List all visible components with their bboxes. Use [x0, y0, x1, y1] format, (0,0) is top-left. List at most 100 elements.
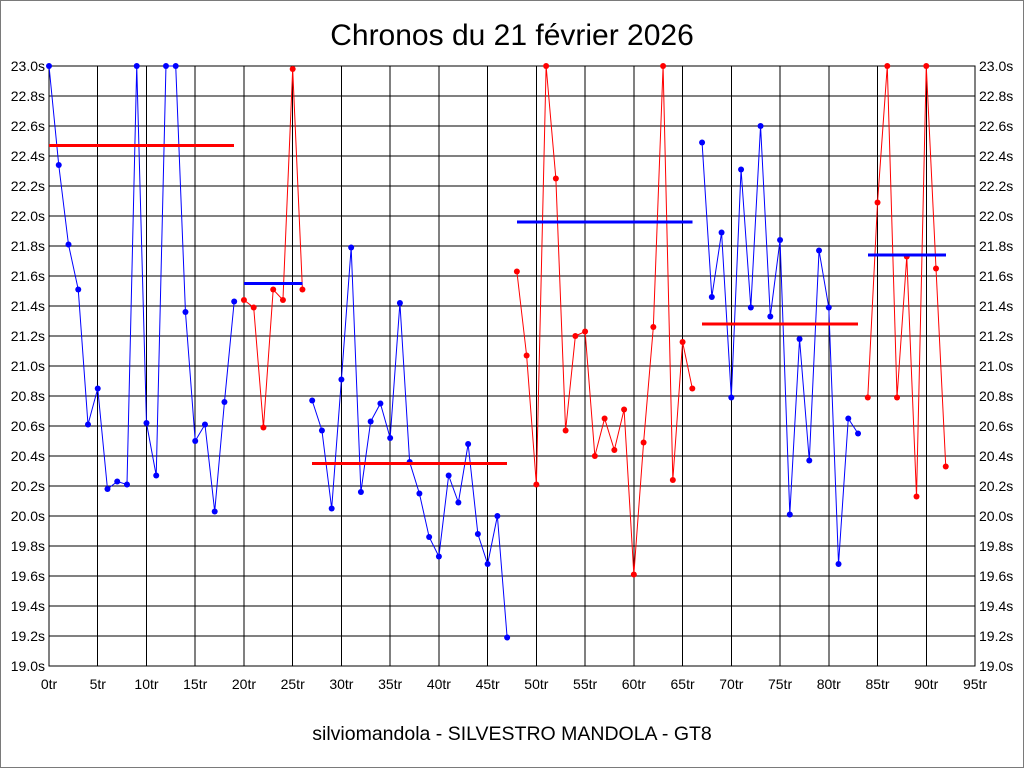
- data-point: [640, 439, 647, 446]
- data-point: [377, 400, 384, 407]
- data-point: [435, 553, 442, 560]
- series-layer: [46, 63, 949, 641]
- data-point: [250, 304, 257, 311]
- data-point: [913, 493, 920, 500]
- data-point: [572, 333, 579, 339]
- x-tick-label: 25tr: [281, 676, 305, 692]
- data-point: [718, 229, 725, 236]
- data-point: [679, 339, 686, 345]
- x-tick-label: 10tr: [134, 676, 158, 692]
- data-point: [786, 511, 793, 518]
- data-point: [162, 63, 169, 69]
- data-point: [757, 123, 764, 129]
- y-tick-label-right: 22.0s: [979, 208, 1013, 224]
- data-point: [855, 430, 862, 437]
- y-tick-label-right: 19.6s: [979, 568, 1013, 584]
- y-tick-label-right: 20.6s: [979, 418, 1013, 434]
- data-point: [484, 561, 491, 567]
- series-line: [48, 65, 235, 512]
- y-tick-label-right: 20.4s: [979, 448, 1013, 464]
- x-tick-label: 80tr: [817, 676, 841, 692]
- y-tick-label-left: 19.6s: [11, 568, 45, 584]
- x-tick-label: 95tr: [963, 676, 987, 692]
- data-point: [299, 286, 306, 293]
- y-tick-label-left: 22.6s: [11, 118, 45, 134]
- chart-title: Chronos du 21 février 2026: [330, 19, 694, 52]
- data-point: [84, 421, 91, 428]
- data-point: [182, 309, 189, 315]
- y-tick-label-right: 21.4s: [979, 298, 1013, 314]
- data-point: [660, 63, 667, 69]
- y-tick-label-left: 20.8s: [11, 388, 45, 404]
- data-point: [114, 478, 121, 485]
- data-point: [309, 397, 316, 404]
- data-point: [650, 324, 657, 330]
- y-tick-label-left: 21.6s: [11, 268, 45, 284]
- data-point: [845, 415, 852, 422]
- data-point: [494, 513, 501, 519]
- y-tick-label-right: 19.2s: [979, 628, 1013, 644]
- data-point: [445, 472, 452, 479]
- x-tick-label: 0tr: [41, 676, 58, 692]
- data-point: [894, 394, 901, 401]
- y-tick-label-left: 20.2s: [11, 478, 45, 494]
- y-tick-label-left: 22.0s: [11, 208, 45, 224]
- y-tick-label-left: 19.2s: [11, 628, 45, 644]
- lap-segment: [513, 63, 696, 578]
- y-tick-label-right: 22.6s: [979, 118, 1013, 134]
- data-point: [923, 63, 930, 69]
- data-point: [221, 399, 228, 405]
- x-tick-label: 50tr: [524, 676, 548, 692]
- data-point: [513, 268, 520, 275]
- data-point: [523, 352, 530, 359]
- data-point: [543, 63, 550, 69]
- data-point: [621, 406, 628, 413]
- data-point: [669, 477, 676, 483]
- y-tick-label-right: 20.2s: [979, 478, 1013, 494]
- data-point: [777, 237, 784, 243]
- data-point: [455, 499, 462, 506]
- y-tick-label-left: 23.0s: [11, 58, 45, 74]
- data-point: [611, 447, 618, 453]
- data-point: [728, 394, 735, 401]
- y-tick-label-left: 19.8s: [11, 538, 45, 554]
- data-point: [211, 508, 218, 515]
- y-tick-label-right: 20.0s: [979, 508, 1013, 524]
- data-point: [133, 63, 140, 69]
- y-tick-label-left: 22.2s: [11, 178, 45, 194]
- data-point: [591, 453, 598, 459]
- y-tick-label-left: 22.4s: [11, 148, 45, 164]
- data-point: [260, 424, 267, 431]
- y-tick-label-right: 22.2s: [979, 178, 1013, 194]
- x-tick-label: 55tr: [573, 676, 597, 692]
- data-point: [552, 175, 559, 182]
- y-tick-label-left: 19.0s: [11, 658, 45, 674]
- data-point: [582, 328, 589, 335]
- lap-segment: [46, 63, 238, 515]
- data-point: [192, 438, 199, 444]
- data-point: [46, 63, 52, 69]
- x-tick-label: 20tr: [232, 676, 256, 692]
- data-point: [416, 490, 423, 497]
- data-point: [153, 472, 160, 479]
- data-point: [201, 421, 208, 428]
- data-point: [270, 286, 277, 293]
- data-point: [55, 162, 62, 168]
- data-point: [338, 376, 345, 383]
- data-point: [816, 247, 823, 254]
- data-point: [630, 571, 637, 578]
- x-tick-label: 35tr: [378, 676, 402, 692]
- data-point: [699, 139, 706, 146]
- plot-area-border: [48, 65, 976, 667]
- y-tick-label-left: 20.6s: [11, 418, 45, 434]
- data-point: [835, 561, 842, 567]
- data-point: [933, 265, 940, 272]
- x-tick-label: 15tr: [183, 676, 207, 692]
- x-tick-label: 90tr: [914, 676, 938, 692]
- data-point: [562, 427, 569, 434]
- data-point: [396, 300, 403, 306]
- lap-segment: [699, 123, 862, 567]
- y-tick-label-left: 20.4s: [11, 448, 45, 464]
